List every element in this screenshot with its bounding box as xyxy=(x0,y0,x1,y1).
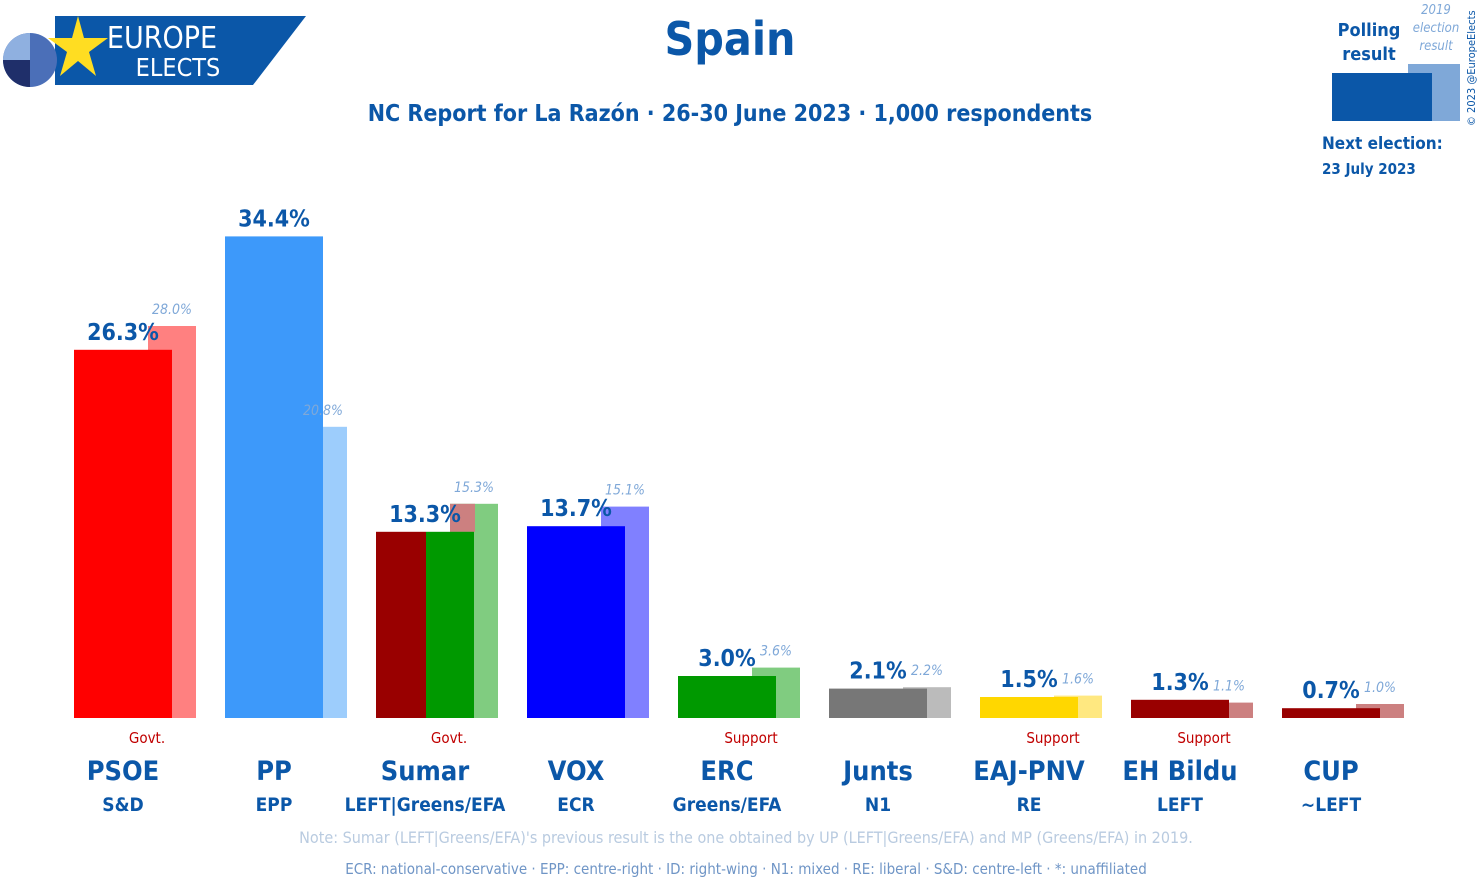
europe-elects-logo: EUROPE ELECTS xyxy=(3,16,306,87)
logo-text-europe: EUROPE xyxy=(107,21,217,56)
bar-psoe xyxy=(74,349,172,718)
party-name: Sumar xyxy=(381,756,469,787)
party-name: CUP xyxy=(1303,756,1358,787)
logo-circle-segment xyxy=(3,60,30,87)
party-name: ERC xyxy=(700,756,753,787)
prev-value-label: 15.3% xyxy=(454,480,494,496)
value-label: 1.5% xyxy=(1000,667,1058,693)
value-label: 13.3% xyxy=(389,502,461,528)
party-group: RE xyxy=(1017,794,1042,816)
value-label: 3.0% xyxy=(698,646,756,672)
value-label: 26.3% xyxy=(87,320,159,346)
bar-eaj-pnv xyxy=(980,697,1078,718)
footer-note: Note: Sumar (LEFT|Greens/EFA)'s previous… xyxy=(299,828,1193,847)
party-group: LEFT xyxy=(1157,794,1203,816)
legend-poll-label: result xyxy=(1342,44,1396,65)
value-label: 13.7% xyxy=(540,496,612,522)
bar-sumar-left xyxy=(376,531,426,718)
party-group: EPP xyxy=(256,794,293,816)
party-name: PP xyxy=(256,756,292,787)
party-name: EH Bildu xyxy=(1122,756,1237,787)
bar-eh-bildu xyxy=(1131,699,1229,718)
legend-poll-label: Polling xyxy=(1338,20,1401,41)
next-election-label: Next election: xyxy=(1322,134,1443,154)
bars: 26.3% 28.0% Govt. PSOE S&D 34.4% 20.8% PP EPP 13.… xyxy=(74,206,1404,816)
party-name: EAJ-PNV xyxy=(973,756,1085,787)
bar-erc xyxy=(678,676,776,718)
footer-glossary: ECR: national-conservative · EPP: centre… xyxy=(345,860,1147,878)
prev-value-label: 20.8% xyxy=(303,403,343,419)
party-group: LEFT|Greens/EFA xyxy=(345,794,507,816)
next-election-date: 23 July 2023 xyxy=(1322,160,1416,178)
bar-pp xyxy=(225,236,323,718)
legend-prev-label: result xyxy=(1419,39,1453,54)
copyright-text: © 2023 @EuropeElects xyxy=(1465,10,1477,126)
legend-poll-swatch xyxy=(1332,73,1432,121)
party-group: ECR xyxy=(557,794,594,816)
value-label: 2.1% xyxy=(849,659,907,685)
prev-value-label: 15.1% xyxy=(605,483,645,499)
logo-circle-segment xyxy=(3,33,30,60)
party-group: N1 xyxy=(865,794,891,816)
status-label: Support xyxy=(1177,729,1230,747)
value-label: 0.7% xyxy=(1302,678,1360,704)
legend: Polling result 2019 election result Next… xyxy=(1322,3,1477,178)
legend-prev-label: election xyxy=(1413,21,1459,36)
status-label: Support xyxy=(724,729,777,747)
page-subtitle: NC Report for La Razón · 26-30 June 2023… xyxy=(368,101,1093,127)
legend-prev-label: 2019 xyxy=(1421,3,1451,18)
status-label: Govt. xyxy=(129,729,165,747)
logo-text-elects: ELECTS xyxy=(136,53,221,82)
bar-sumar-greens xyxy=(426,531,474,718)
party-name: PSOE xyxy=(87,756,160,787)
value-label: 34.4% xyxy=(238,206,310,232)
party-name: Junts xyxy=(841,756,913,787)
party-group: ~LEFT xyxy=(1301,794,1362,816)
page-title: Spain xyxy=(665,12,796,66)
party-name: VOX xyxy=(548,756,605,787)
logo-star-icon xyxy=(48,16,108,76)
logo-banner xyxy=(55,16,306,85)
bar-cup xyxy=(1282,708,1380,718)
prev-value-label: 2.2% xyxy=(911,663,943,679)
prev-value-label: 28.0% xyxy=(152,302,192,318)
prev-bar-sumar-left-part xyxy=(450,503,475,532)
party-group: S&D xyxy=(102,794,143,816)
status-label: Support xyxy=(1026,729,1079,747)
bar-vox xyxy=(527,526,625,718)
prev-value-label: 1.6% xyxy=(1062,672,1094,688)
value-label: 1.3% xyxy=(1151,670,1209,696)
bar-junts xyxy=(829,688,927,718)
prev-value-label: 3.6% xyxy=(760,644,792,660)
status-label: Govt. xyxy=(431,729,467,747)
prev-value-label: 1.1% xyxy=(1213,679,1245,695)
party-group: Greens/EFA xyxy=(673,794,782,816)
prev-value-label: 1.0% xyxy=(1364,680,1396,696)
